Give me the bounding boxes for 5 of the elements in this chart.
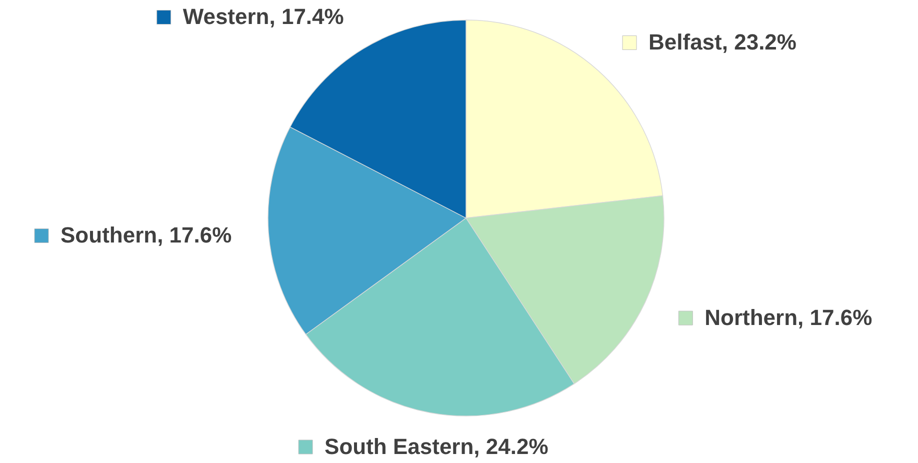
- legend-label: Southern, 17.6%: [60, 222, 232, 248]
- legend-label: Northern, 17.6%: [704, 305, 872, 330]
- legend-label: Western, 17.4%: [182, 4, 344, 30]
- legend-label: Belfast, 23.2%: [648, 30, 796, 55]
- legend-label: South Eastern, 24.2%: [324, 434, 548, 459]
